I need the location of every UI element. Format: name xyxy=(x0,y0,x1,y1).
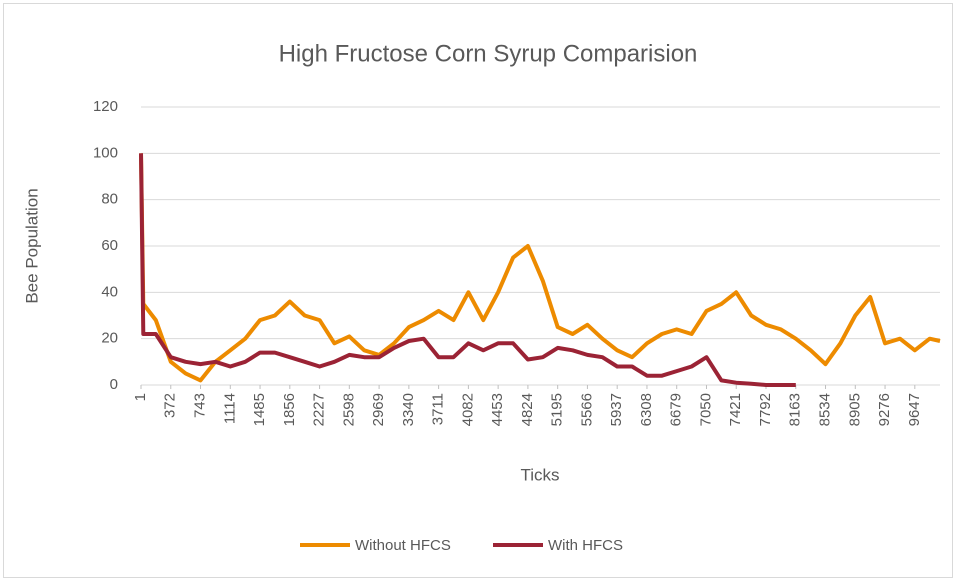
x-axis-label: Ticks xyxy=(520,465,559,484)
y-tick-label: 80 xyxy=(101,191,118,208)
x-tick-label: 1114 xyxy=(221,393,238,424)
x-tick-label: 7421 xyxy=(727,393,744,426)
y-tick-label: 0 xyxy=(110,376,118,393)
y-tick-label: 40 xyxy=(101,283,118,300)
y-tick-label: 120 xyxy=(93,98,118,115)
x-tick-label: 5195 xyxy=(549,393,566,426)
x-tick-label: 4082 xyxy=(459,393,476,426)
x-tick-label: 6679 xyxy=(668,393,685,426)
x-tick-label: 5937 xyxy=(608,393,625,426)
x-tick-label: 6308 xyxy=(638,393,655,426)
x-tick-label: 7792 xyxy=(757,393,774,426)
x-tick-label: 1 xyxy=(132,393,149,401)
y-tick-label: 60 xyxy=(101,237,118,254)
x-tick-label: 4453 xyxy=(489,393,506,426)
x-tick-label: 1485 xyxy=(251,393,268,426)
x-tick-label: 3340 xyxy=(400,393,417,426)
x-tick-label: 9276 xyxy=(876,393,893,426)
legend-label: With HFCS xyxy=(548,537,623,554)
x-tick-label: 1856 xyxy=(281,393,298,426)
x-tick-label: 2227 xyxy=(311,393,328,426)
x-tick-label: 7050 xyxy=(697,393,714,426)
x-tick-label: 8905 xyxy=(846,393,863,426)
x-tick-label: 3711 xyxy=(430,393,447,425)
x-tick-label: 372 xyxy=(162,393,179,418)
series-line xyxy=(139,153,796,387)
x-tick-label: 9647 xyxy=(906,393,923,426)
x-tick-label: 8534 xyxy=(816,393,833,426)
y-axis-label: Bee Population xyxy=(22,188,41,303)
chart-border xyxy=(3,3,953,578)
x-tick-label: 743 xyxy=(191,393,208,418)
y-tick-label: 20 xyxy=(101,330,118,347)
series-line xyxy=(139,153,941,383)
x-tick-label: 4824 xyxy=(519,393,536,426)
chart-title: High Fructose Corn Syrup Comparision xyxy=(279,40,698,67)
x-tick-label: 2598 xyxy=(340,393,357,426)
x-tick-label: 8163 xyxy=(787,393,804,426)
x-tick-label: 2969 xyxy=(370,393,387,426)
legend-label: Without HFCS xyxy=(355,537,451,554)
x-tick-label: 5566 xyxy=(578,393,595,426)
y-tick-label: 100 xyxy=(93,144,118,161)
